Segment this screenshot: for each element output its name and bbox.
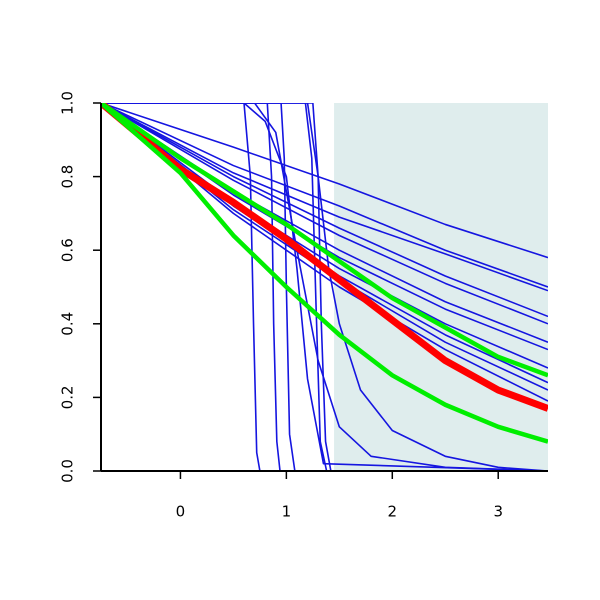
series-line — [101, 103, 548, 471]
series-line — [101, 103, 548, 325]
series-line — [101, 103, 548, 444]
y-tick-label: 0.8 — [59, 165, 77, 189]
y-tick-label: 0.6 — [59, 238, 77, 262]
y-tick-label: 0.4 — [59, 312, 77, 336]
series-line — [101, 103, 548, 318]
series-line — [101, 103, 548, 471]
y-tick-label: 1.0 — [59, 91, 77, 115]
x-tick-label: 3 — [493, 503, 503, 521]
series-line — [101, 103, 548, 292]
y-tick-label: 0.0 — [59, 459, 77, 483]
plot-area — [101, 103, 548, 471]
series-line — [101, 103, 548, 259]
series-line — [101, 103, 548, 471]
series-line — [101, 103, 548, 378]
shaded-region — [334, 103, 548, 471]
series-line — [101, 103, 548, 288]
x-tick-label: 1 — [282, 503, 292, 521]
x-tick-label: 0 — [176, 503, 186, 521]
y-tick-label: 0.2 — [59, 385, 77, 409]
series-line — [101, 103, 548, 471]
series-line — [101, 103, 548, 471]
series-line — [101, 103, 548, 369]
x-tick-label: 2 — [388, 503, 398, 521]
series-line — [101, 103, 548, 471]
series-line — [101, 103, 548, 412]
